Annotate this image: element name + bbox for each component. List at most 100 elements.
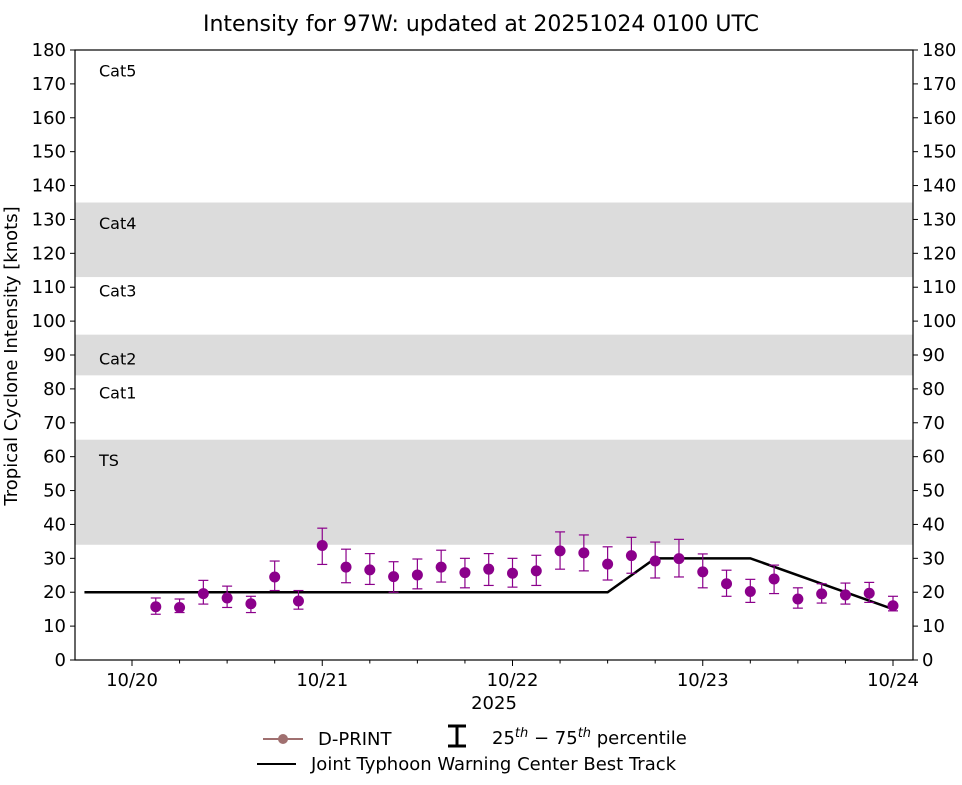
- y-tick-label-left: 150: [32, 142, 66, 163]
- data-point: [292, 595, 304, 607]
- x-tick-label: 10/20: [106, 670, 158, 691]
- y-tick-label-right: 30: [922, 548, 945, 569]
- y-tick-label-right: 70: [922, 413, 945, 434]
- data-point: [507, 567, 518, 579]
- legend-besttrack-label: Joint Typhoon Warning Center Best Track: [310, 754, 677, 775]
- y-tick-label-right: 60: [922, 447, 945, 468]
- data-point: [411, 569, 423, 581]
- data-point: [792, 593, 804, 605]
- data-point: [721, 578, 733, 590]
- y-tick-label-left: 20: [43, 582, 66, 603]
- y-tick-label-left: 10: [43, 616, 66, 637]
- data-point: [245, 598, 257, 610]
- data-point: [340, 561, 352, 573]
- y-tick-label-left: 140: [32, 176, 66, 197]
- data-point: [269, 571, 281, 583]
- data-point: [554, 545, 566, 557]
- legend-percentile-label: 25th − 75th percentile: [492, 726, 687, 749]
- category-label-ts: TS: [98, 451, 119, 470]
- y-tick-label-right: 170: [922, 74, 956, 95]
- category-label-cat5: Cat5: [99, 61, 136, 80]
- category-label-cat4: Cat4: [99, 214, 136, 233]
- y-tick-label-left: 180: [32, 40, 66, 61]
- data-point: [578, 547, 590, 559]
- data-point: [174, 601, 186, 613]
- x-axis-label: 2025: [471, 693, 517, 714]
- legend-percentile-sup2: th: [578, 726, 591, 741]
- legend-percentile-mid: − 75: [528, 728, 577, 749]
- y-tick-label-left: 50: [43, 481, 66, 502]
- y-tick-label-right: 40: [922, 514, 945, 535]
- category-label-cat1: Cat1: [99, 383, 136, 402]
- legend: D-PRINT 25th − 75th percentile Joint Typ…: [257, 724, 687, 775]
- y-tick-label-right: 10: [922, 616, 945, 637]
- x-tick-label: 10/23: [677, 670, 729, 691]
- category-labels: TS Cat1 Cat2 Cat3 Cat4 Cat5: [98, 61, 136, 470]
- y-tick-label-right: 20: [922, 582, 945, 603]
- data-point: [364, 564, 376, 576]
- chart-title: Intensity for 97W: updated at 20251024 0…: [203, 12, 759, 37]
- data-point: [744, 586, 756, 598]
- data-point: [530, 565, 542, 577]
- data-point: [316, 539, 328, 551]
- category-band-cat2: [75, 334, 913, 376]
- legend-percentile-tail: percentile: [591, 728, 687, 749]
- y-ticks-left: 0 10 20 30 40 50 60 70 80 90 100 110 120 130 140 150 160…: [32, 40, 75, 671]
- data-point: [839, 589, 851, 601]
- y-tick-label-right: 100: [922, 311, 956, 332]
- x-tick-label: 10/24: [867, 670, 919, 691]
- data-point: [649, 555, 661, 567]
- y-tick-label-right: 120: [922, 243, 956, 264]
- y-tick-label-right: 90: [922, 345, 945, 366]
- data-point: [816, 588, 828, 600]
- dprint-points: [150, 539, 899, 613]
- legend-percentile-icon: [448, 724, 466, 748]
- data-point: [673, 553, 685, 565]
- y-axis-label: Tropical Cyclone Intensity [knots]: [1, 206, 22, 506]
- legend-dprint-label: D-PRINT: [318, 729, 392, 750]
- data-point: [887, 600, 899, 612]
- data-point: [697, 566, 709, 578]
- y-tick-label-right: 110: [922, 277, 956, 298]
- x-tick-label: 10/21: [296, 670, 348, 691]
- y-tick-label-left: 0: [55, 650, 66, 671]
- category-band-ts: [75, 439, 913, 545]
- data-point: [150, 601, 162, 613]
- y-ticks-right: 0 10 20 30 40 50 60 70 80 90 100 110 120 130 140 150 160…: [913, 40, 956, 671]
- y-tick-label-right: 160: [922, 108, 956, 129]
- data-point: [197, 588, 209, 600]
- category-label-cat3: Cat3: [99, 282, 136, 301]
- category-bands: [75, 202, 913, 545]
- y-tick-label-left: 110: [32, 277, 66, 298]
- y-tick-label-left: 60: [43, 447, 66, 468]
- y-tick-label-left: 80: [43, 379, 66, 400]
- category-label-cat2: Cat2: [99, 349, 136, 368]
- data-point: [863, 587, 875, 599]
- y-tick-label-right: 150: [922, 142, 956, 163]
- y-tick-label-left: 90: [43, 345, 66, 366]
- legend-percentile-sup1: th: [515, 726, 528, 741]
- y-tick-label-left: 160: [32, 108, 66, 129]
- data-point: [768, 573, 780, 585]
- y-tick-label-left: 170: [32, 74, 66, 95]
- y-tick-label-right: 50: [922, 481, 945, 502]
- y-tick-label-left: 100: [32, 311, 66, 332]
- y-tick-label-left: 120: [32, 243, 66, 264]
- category-band-cat4: [75, 202, 913, 278]
- data-point: [459, 567, 471, 579]
- y-tick-label-right: 180: [922, 40, 956, 61]
- y-tick-label-left: 40: [43, 514, 66, 535]
- data-point: [388, 571, 400, 583]
- y-tick-label-left: 130: [32, 209, 66, 230]
- x-tick-label: 10/22: [487, 670, 539, 691]
- y-tick-label-right: 140: [922, 176, 956, 197]
- y-tick-label-right: 0: [922, 650, 933, 671]
- x-ticks: 10/20 10/21 10/22 10/23 10/24: [106, 660, 919, 691]
- data-point: [221, 592, 233, 604]
- data-point: [625, 550, 637, 562]
- data-point: [483, 563, 495, 575]
- y-tick-label-left: 30: [43, 548, 66, 569]
- y-tick-label-right: 130: [922, 209, 956, 230]
- data-point: [602, 558, 614, 570]
